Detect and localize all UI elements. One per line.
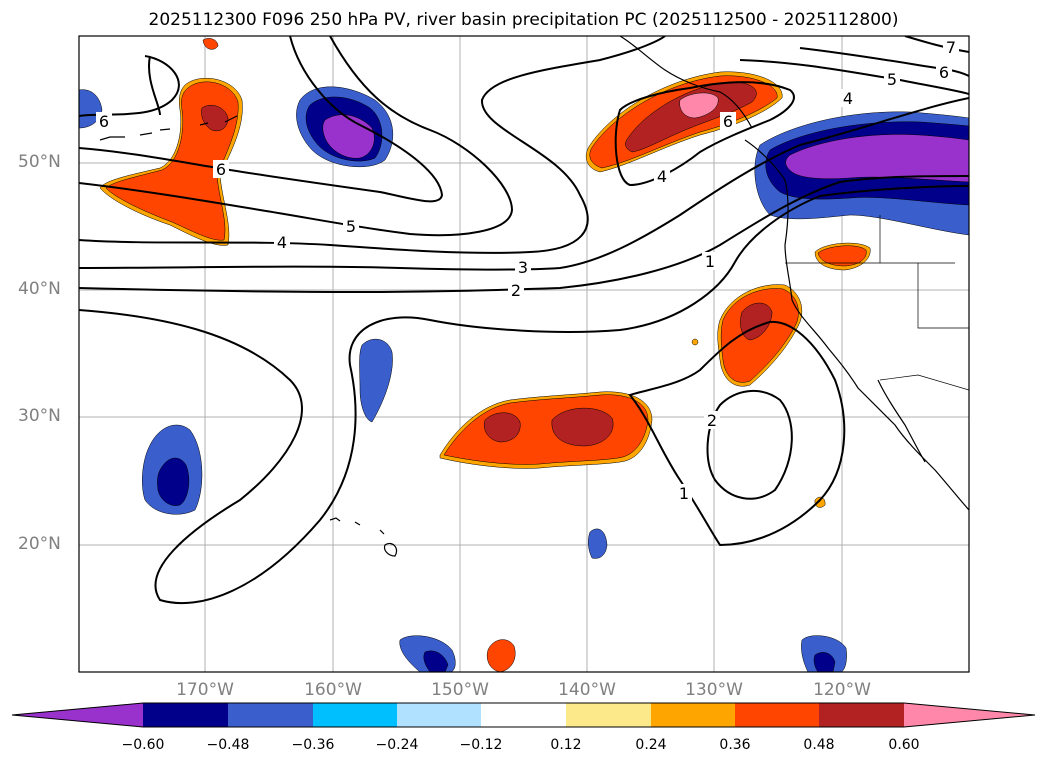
colorbar-segment [397,703,481,727]
contour-label: 6 [939,63,949,82]
us-state-border-2 [917,263,969,329]
lat-label-20n: 20°N [18,534,61,554]
colorbar-segment [735,703,819,727]
contour-label-group-11: 6 [936,63,952,82]
contour-label-group-14: 4 [840,89,856,108]
contour-label-group-9: 1 [676,484,692,503]
anomaly-negative-south-west-core [423,650,449,672]
lat-label-30n: 30°N [18,406,61,426]
colorbar-extend-high [904,703,1035,727]
colorbar-tick: 0.48 [803,737,835,753]
contour-label: 4 [843,89,853,108]
contour-label: 1 [705,252,715,271]
contour-label: 5 [887,70,897,89]
contour-label-group-12: 5 [884,70,900,89]
contour-label: 2 [511,281,521,300]
contour-label-group-3: 5 [343,217,359,236]
contour-label-group-4: 4 [274,233,290,252]
colorbar-segment [819,703,904,727]
contour-label: 4 [657,167,667,186]
hawaii-islands [329,517,398,557]
colorbar-tick: −0.60 [121,737,165,753]
anomaly-negative-south-central [588,528,608,559]
contour-7-northeast [904,36,969,53]
contour-label: 6 [723,112,733,131]
contour-label: 2 [707,411,717,430]
colorbar-tick: 0.60 [888,737,920,753]
contour-label: 5 [346,217,356,236]
us-mexico-border [879,374,969,391]
lon-label-120w: 120°W [813,680,871,700]
contour-label: 4 [277,233,287,252]
aleutian-islands [99,115,238,141]
anomaly-negative-south-east-core [813,652,836,672]
contour-5 [79,36,514,237]
baja-california [877,379,926,463]
contour-2 [79,175,969,294]
contour-label: 3 [518,258,528,277]
contour-label: 1 [679,484,689,503]
map-frame [78,35,970,673]
anomaly-positive-aleutian-speck [202,38,219,50]
contour-label-group-5: 3 [515,258,531,277]
anomaly-positive-dateline-core [201,105,229,132]
pv-contours [79,36,969,605]
anomaly-positive-gulf-alaska-peak [679,92,719,119]
contour-labels: 6 6 5 4 3 2 1 2 1 4 6 5 6 4 7 [96,38,959,503]
contour-6 [79,36,444,203]
lon-label-140w: 140°W [558,680,616,700]
anomaly-positive-central-east-core [551,407,614,447]
map-title: 2025112300 F096 250 hPa PV, river basin … [148,10,899,30]
colorbar-segment [651,703,735,727]
contour-label-group-6: 2 [508,281,524,300]
colorbar-tick: −0.36 [291,737,335,753]
anomaly-negative-hawaii-north [359,338,393,423]
contour-2-inner [706,389,793,500]
contour-label-group-15: 7 [943,38,959,57]
contour-4-north [614,81,795,187]
lat-label-40n: 40°N [18,279,61,299]
colorbar-tick: 0.24 [635,737,667,753]
anomaly-positive-central-west-core [484,412,521,443]
contour-4 [79,36,666,254]
contour-label-group-1: 6 [96,112,112,131]
anomaly-positive-dot [691,338,699,346]
contour-label: 6 [216,160,226,179]
contour-label-group-2: 6 [213,160,229,179]
colorbar-tick: −0.24 [375,737,419,753]
anomaly-positive-south [486,639,516,672]
colorbar-segment [481,703,566,727]
coastlines [99,36,969,557]
colorbar-tick: 0.12 [550,737,582,753]
lon-label-160w: 160°W [304,680,362,700]
anomaly-negative-pacific-nw-peak [785,134,969,183]
colorbar [11,702,1036,728]
colorbar-tick: −0.12 [459,737,503,753]
contour-6-northeast [799,47,969,77]
colorbar-segment [566,703,651,727]
colorbar-tick: 0.36 [719,737,751,753]
contour-label-group-10: 4 [654,167,670,186]
contour-label-group-8: 2 [704,411,720,430]
contour-3 [79,97,969,271]
contour-label-group-13: 6 [720,112,736,131]
colorbar-segment [143,703,228,727]
colorbar-extend-low [12,703,143,727]
anomaly-negative-west-pacific-core [157,457,190,506]
map-area: 6 6 5 4 3 2 1 2 1 4 6 5 6 4 7 [79,36,969,672]
colorbar-segment [313,703,397,727]
contour-label-group-7: 1 [702,252,718,271]
colorbar-tick: −0.48 [206,737,250,753]
lon-label-170w: 170°W [176,680,234,700]
lat-label-50n: 50°N [18,152,61,172]
colorbar-segment [228,703,313,727]
contour-label: 7 [946,38,956,57]
alaska-coast [619,36,753,129]
lon-label-130w: 130°W [685,680,743,700]
contour-label: 6 [99,112,109,131]
contour-1-outer [79,185,969,605]
lon-label-150w: 150°W [431,680,489,700]
